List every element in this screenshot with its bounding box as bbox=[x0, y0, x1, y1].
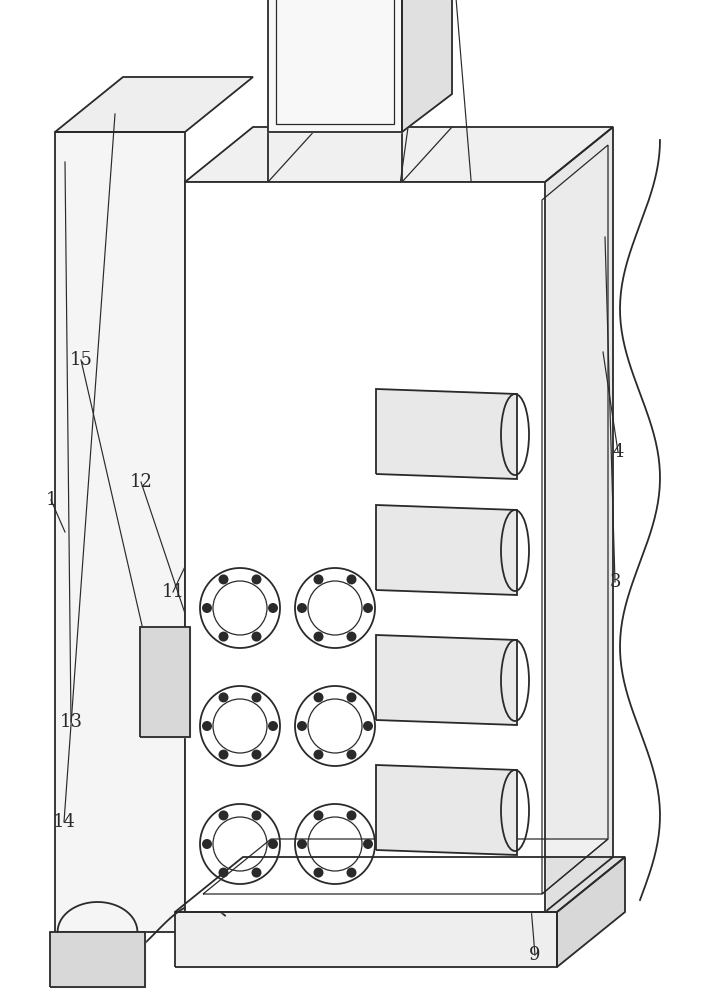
Circle shape bbox=[314, 692, 324, 702]
Text: 1: 1 bbox=[45, 491, 56, 509]
Polygon shape bbox=[376, 505, 517, 595]
Polygon shape bbox=[557, 857, 625, 967]
Circle shape bbox=[252, 692, 262, 702]
Circle shape bbox=[268, 839, 278, 849]
Circle shape bbox=[297, 603, 307, 613]
Polygon shape bbox=[185, 182, 545, 912]
Text: 13: 13 bbox=[59, 713, 82, 731]
Circle shape bbox=[363, 603, 373, 613]
Polygon shape bbox=[140, 627, 190, 737]
Polygon shape bbox=[376, 635, 517, 725]
Circle shape bbox=[346, 574, 357, 584]
Circle shape bbox=[314, 810, 324, 820]
Polygon shape bbox=[185, 127, 613, 182]
Circle shape bbox=[202, 839, 212, 849]
Circle shape bbox=[252, 750, 262, 760]
Circle shape bbox=[219, 750, 228, 760]
Text: 4: 4 bbox=[613, 443, 624, 461]
Circle shape bbox=[219, 574, 228, 584]
Circle shape bbox=[314, 750, 324, 760]
Polygon shape bbox=[175, 912, 557, 967]
Circle shape bbox=[346, 750, 357, 760]
Polygon shape bbox=[376, 389, 517, 479]
Polygon shape bbox=[50, 932, 145, 987]
Polygon shape bbox=[175, 857, 625, 912]
Text: 3: 3 bbox=[609, 573, 620, 591]
Circle shape bbox=[252, 632, 262, 642]
Text: 2: 2 bbox=[415, 33, 426, 51]
Circle shape bbox=[363, 839, 373, 849]
Circle shape bbox=[297, 839, 307, 849]
Circle shape bbox=[219, 810, 228, 820]
Circle shape bbox=[252, 868, 262, 878]
Polygon shape bbox=[203, 839, 608, 894]
Circle shape bbox=[297, 721, 307, 731]
Circle shape bbox=[314, 632, 324, 642]
Circle shape bbox=[346, 810, 357, 820]
Circle shape bbox=[219, 632, 228, 642]
Text: 15: 15 bbox=[70, 351, 92, 369]
Circle shape bbox=[252, 574, 262, 584]
Circle shape bbox=[268, 721, 278, 731]
Circle shape bbox=[252, 810, 262, 820]
Circle shape bbox=[268, 603, 278, 613]
Polygon shape bbox=[55, 132, 185, 932]
Circle shape bbox=[314, 574, 324, 584]
Circle shape bbox=[346, 692, 357, 702]
Polygon shape bbox=[55, 77, 253, 132]
Circle shape bbox=[219, 692, 228, 702]
Circle shape bbox=[202, 603, 212, 613]
Circle shape bbox=[314, 868, 324, 878]
Circle shape bbox=[363, 721, 373, 731]
Circle shape bbox=[202, 721, 212, 731]
Polygon shape bbox=[376, 765, 517, 855]
Polygon shape bbox=[402, 0, 452, 132]
Text: 11: 11 bbox=[161, 583, 185, 601]
Circle shape bbox=[346, 632, 357, 642]
Circle shape bbox=[346, 868, 357, 878]
Polygon shape bbox=[542, 145, 608, 894]
Text: 12: 12 bbox=[130, 473, 152, 491]
Polygon shape bbox=[268, 0, 402, 132]
Text: 9: 9 bbox=[529, 946, 541, 964]
Circle shape bbox=[219, 868, 228, 878]
Text: 14: 14 bbox=[53, 813, 75, 831]
Polygon shape bbox=[545, 127, 613, 912]
